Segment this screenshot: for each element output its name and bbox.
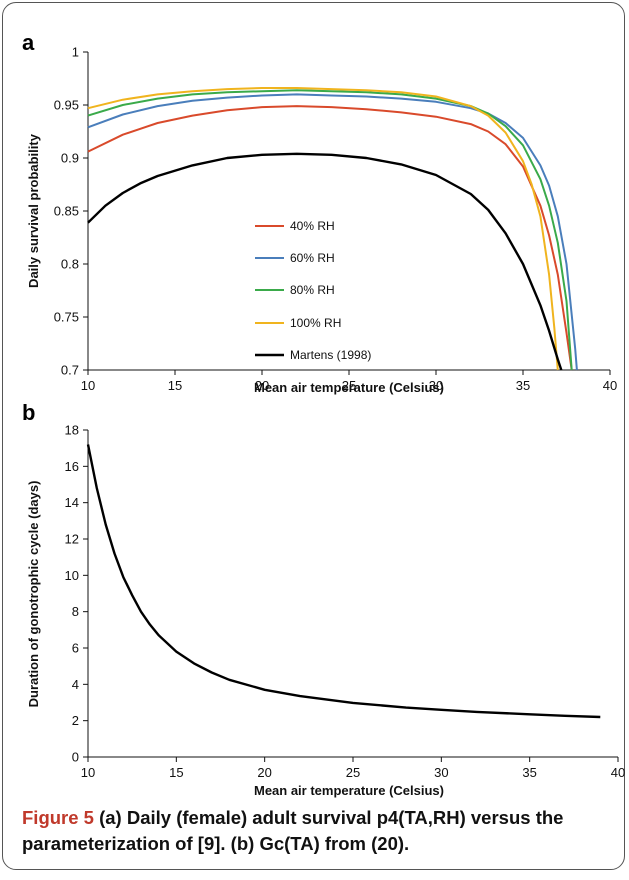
legend-entry: 100% RH (290, 316, 341, 330)
x-tick-label: 30 (429, 378, 443, 393)
panel-b-ylabel: Duration of gonotrophic cycle (days) (26, 481, 41, 708)
figure-charts: a 10 15 20 25 30 35 400.70.750.80.850.90.951 4… (22, 30, 625, 798)
y-tick-label: 4 (72, 677, 79, 692)
x-tick-label: 35 (516, 378, 530, 393)
x-tick-label: 15 (169, 765, 183, 780)
y-tick-label: 14 (65, 495, 79, 510)
legend-entry: 60% RH (290, 251, 335, 265)
series-line-80-rh (87, 89, 573, 371)
legend-entry: 80% RH (290, 283, 335, 297)
y-tick-label: 0.9 (61, 151, 79, 166)
x-tick-label: 35 (522, 765, 536, 780)
caption-label: Figure 5 (22, 807, 94, 828)
panel-a-label: a (22, 30, 35, 55)
panel-b-label: b (22, 400, 35, 425)
y-tick-label: 0.95 (54, 98, 79, 113)
y-tick-label: 16 (65, 459, 79, 474)
x-tick-label: 20 (255, 378, 269, 393)
y-tick-label: 2 (72, 713, 79, 728)
y-tick-label: 8 (72, 604, 79, 619)
panel-a-xlabel: Mean air temperature (Celsius) (254, 380, 444, 395)
series-line-40-rh (87, 105, 573, 371)
y-tick-label: 10 (65, 568, 79, 583)
x-tick-label: 25 (342, 378, 356, 393)
x-tick-label: 30 (434, 765, 448, 780)
y-tick-label: 18 (65, 423, 79, 438)
x-tick-label: 10 (81, 765, 95, 780)
x-tick-label: 40 (611, 765, 625, 780)
panel-a-ylabel: Daily survival probability (26, 133, 41, 288)
x-tick-label: 10 (81, 378, 95, 393)
y-tick-label: 12 (65, 532, 79, 547)
x-tick-label: 15 (168, 378, 182, 393)
x-tick-label: 25 (346, 765, 360, 780)
legend-entry: 40% RH (290, 219, 335, 233)
y-tick-label: 0.7 (61, 363, 79, 378)
series-line-100-rh (87, 87, 559, 371)
x-tick-label: 40 (603, 378, 617, 393)
figure-frame (2, 2, 625, 870)
caption-text: (a) Daily (female) adult survival p4(TA,… (22, 807, 564, 854)
y-tick-label: 1 (72, 45, 79, 60)
series-line-martens-1998- (87, 152, 563, 371)
panel-b-xlabel: Mean air temperature (Celsius) (254, 783, 444, 798)
y-tick-label: 0 (72, 750, 79, 765)
y-tick-label: 0.75 (54, 310, 79, 325)
legend-entry: Martens (1998) (290, 348, 371, 362)
x-tick-label: 20 (257, 765, 271, 780)
y-tick-label: 0.8 (61, 257, 79, 272)
y-tick-label: 6 (72, 641, 79, 656)
y-tick-label: 0.85 (54, 204, 79, 219)
figure-caption: Figure 5 (a) Daily (female) adult surviv… (22, 805, 617, 857)
series-line-60-rh (87, 93, 578, 371)
series-line-1-0 (86, 444, 601, 719)
